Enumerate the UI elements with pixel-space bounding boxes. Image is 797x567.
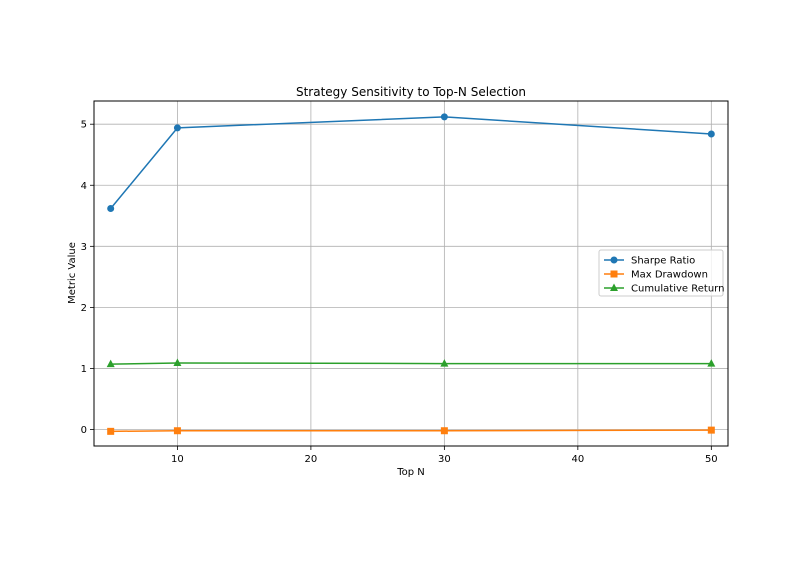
data-point-sharpe-ratio [707,130,715,138]
legend-entry-max-drawdown: Max Drawdown [604,270,708,281]
data-point-cumulative-return [106,359,115,368]
legend: Sharpe Ratio Max Drawdown Cumulative Retur… [598,249,724,297]
y-tick-label: 2 [81,303,87,314]
axis-ticks: 10 20 30 40 50 0 1 2 3 4 5 [81,120,718,465]
data-point-cumulative-return [440,359,449,367]
legend-items: Sharpe Ratio Max Drawdown Cumulative Retur… [604,256,724,295]
x-tick-label: 50 [705,454,718,465]
series-line-sharpe-ratio [110,116,712,209]
legend-entry-cumulative-return: Cumulative Return [604,283,724,295]
y-tick-label: 5 [81,120,87,131]
data-point-sharpe-ratio [173,124,181,132]
data-point-max-drawdown [440,427,448,435]
series-line-max-drawdown [110,429,712,433]
x-tick-label: 20 [305,454,318,465]
y-tick-label: 3 [81,242,87,253]
legend-box [598,249,724,297]
series-cumulative-return [106,358,716,368]
data-point-cumulative-return [173,358,182,366]
plot-frame [93,100,729,447]
data-point-max-drawdown [107,427,115,435]
legend-entry-sharpe-ratio: Sharpe Ratio [604,256,695,267]
legend-marker [610,283,618,291]
legend-label: Max Drawdown [631,270,708,281]
legend-label: Sharpe Ratio [631,256,695,267]
series-line-cumulative-return [110,362,712,365]
legend-label: Cumulative Return [631,284,724,295]
x-tick-label: 40 [571,454,584,465]
data-point-max-drawdown [173,427,181,435]
data-point-max-drawdown [707,426,715,434]
chart-title: Strategy Sensitivity to Top-N Selection [296,85,526,99]
grid-lines [94,101,728,446]
series-max-drawdown [107,426,715,435]
series-sharpe-ratio [107,113,715,212]
x-tick-label: 30 [438,454,451,465]
y-tick-label: 4 [81,181,87,192]
series-layer [106,113,716,435]
data-point-sharpe-ratio [440,113,448,121]
legend-marker [610,256,618,264]
y-tick-label: 0 [81,425,87,436]
y-tick-label: 1 [81,364,87,375]
y-axis-label: Metric Value [67,242,78,304]
data-point-cumulative-return [707,359,716,367]
x-axis-label: Top N [396,467,425,478]
x-tick-label: 10 [171,454,184,465]
data-point-sharpe-ratio [107,204,115,212]
legend-marker [610,270,618,278]
